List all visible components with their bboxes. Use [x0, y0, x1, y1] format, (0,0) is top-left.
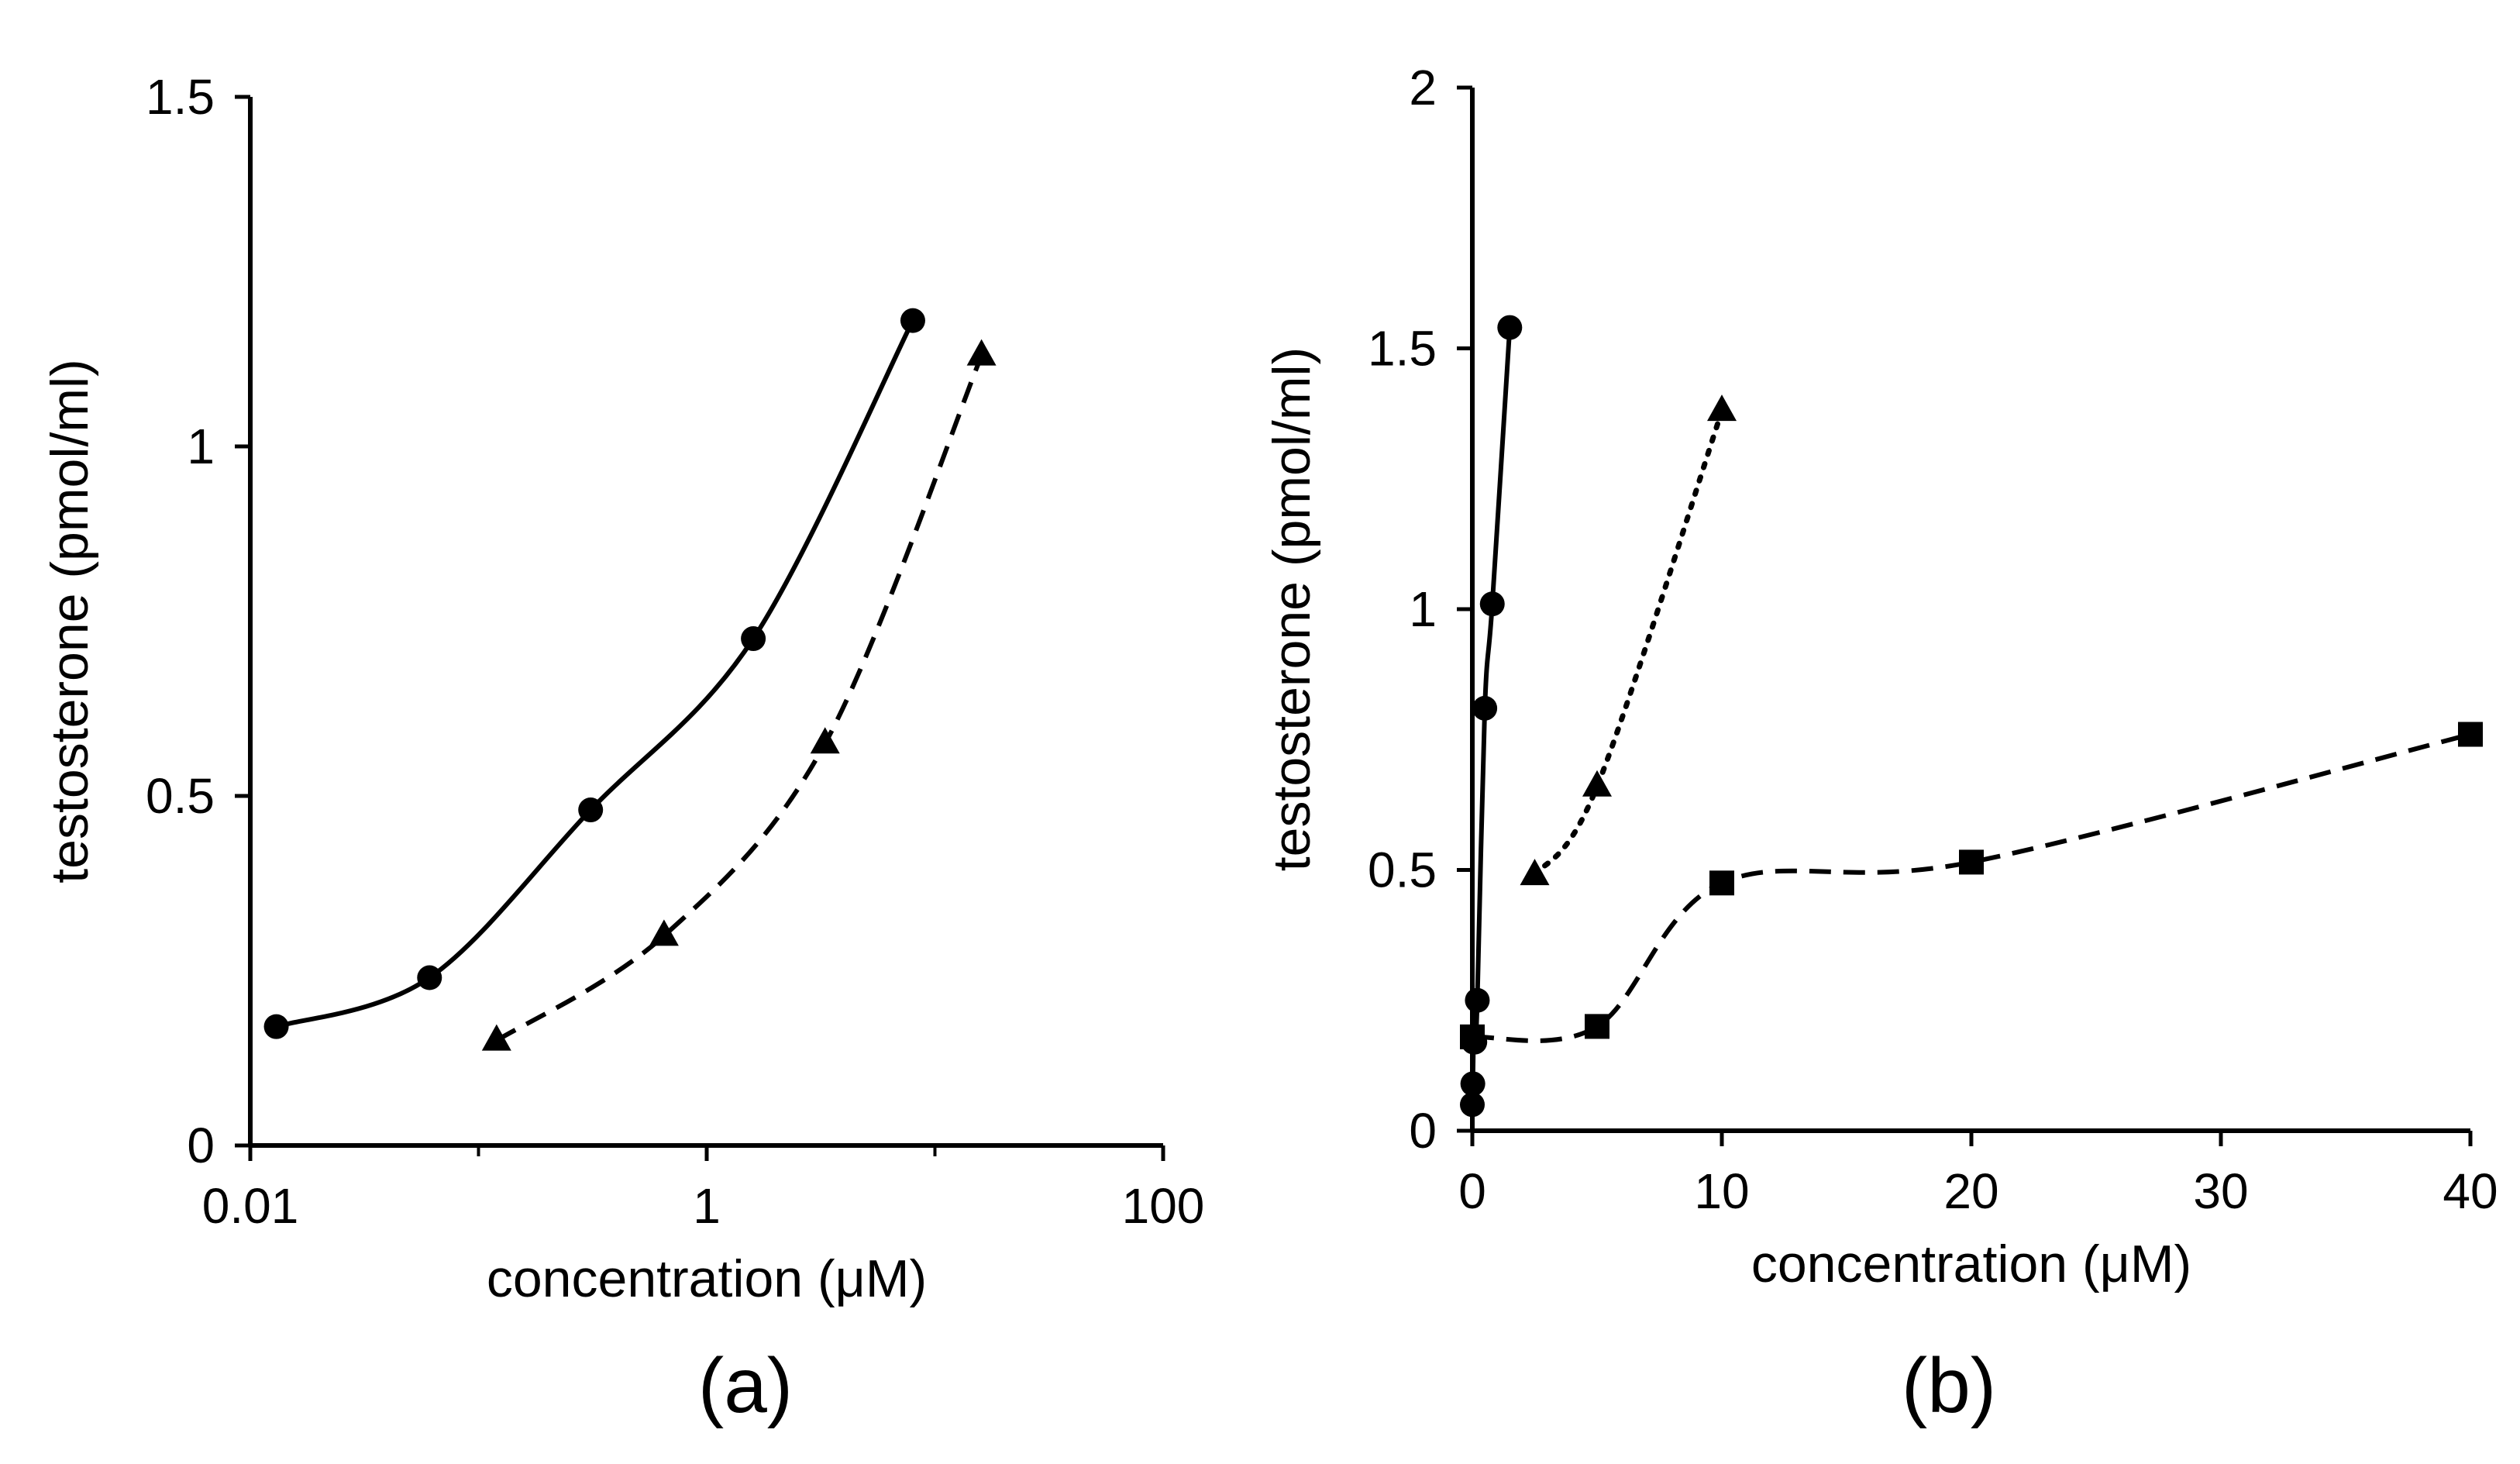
panel-label: (b) [1902, 1342, 1996, 1429]
y-tick-label: 1 [187, 419, 215, 474]
x-tick-label: 30 [2193, 1163, 2248, 1219]
x-axis-title: concentration (μM) [1751, 1235, 2191, 1293]
series-3-point [1585, 1014, 1609, 1039]
x-tick-label: 10 [1694, 1163, 1749, 1219]
series-1-point [263, 1014, 289, 1039]
series-2-point [1582, 770, 1612, 797]
x-tick-label: 1 [693, 1178, 721, 1234]
series-3-point [1709, 870, 1734, 896]
y-tick-label: 0 [187, 1118, 215, 1173]
series-1-point [1460, 1092, 1485, 1118]
series-2-fit-line [495, 354, 984, 1043]
series-3-point [1460, 1024, 1485, 1049]
series-1-point [1460, 1071, 1485, 1097]
y-tick-label: 2 [1409, 60, 1437, 115]
x-tick-label: 100 [1122, 1178, 1205, 1234]
series-3-point [2458, 722, 2483, 747]
series-2-point [481, 1024, 511, 1051]
series-1-point [900, 308, 925, 333]
y-axis-title: testosterone (pmol/ml) [1262, 347, 1321, 871]
series-2-point [1520, 859, 1550, 886]
series-1-point [1472, 695, 1498, 721]
y-tick-label: 0.5 [1368, 842, 1437, 898]
x-tick-label: 20 [1943, 1163, 1998, 1219]
y-tick-label: 1 [1409, 581, 1437, 637]
y-tick-label: 0.5 [146, 768, 215, 824]
series-2-point [649, 919, 679, 946]
series-1-point [1465, 987, 1490, 1013]
x-tick-label: 40 [2443, 1163, 2498, 1219]
panel-a-chart: 0 0.5 1 1.5 0.01 1 100 concentration (μM) testos… [40, 69, 1204, 1429]
panel-label: (a) [698, 1342, 793, 1429]
x-axis-title: concentration (μM) [487, 1249, 927, 1308]
series-1-fit-line [275, 319, 915, 1029]
series-3-point [1959, 849, 1984, 875]
series-2-point [966, 339, 997, 366]
y-tick-label: 1.5 [146, 69, 215, 125]
series-1-point [417, 965, 442, 990]
series-3-fit-line [1472, 732, 2471, 1043]
series-2-point [810, 727, 840, 754]
series-1-point [578, 797, 604, 823]
series-1-point [1497, 315, 1523, 340]
x-tick-label: 0.01 [202, 1178, 299, 1234]
y-tick-label: 0 [1409, 1103, 1437, 1159]
y-axis-title: testosterone (pmol/ml) [40, 359, 99, 883]
series-2-point [1707, 394, 1737, 422]
series-2-fit-line [1532, 408, 1725, 878]
series-1-point [741, 626, 766, 652]
x-tick-label: 0 [1458, 1163, 1486, 1219]
y-tick-label: 1.5 [1368, 321, 1437, 377]
series-1-point [1479, 591, 1505, 617]
